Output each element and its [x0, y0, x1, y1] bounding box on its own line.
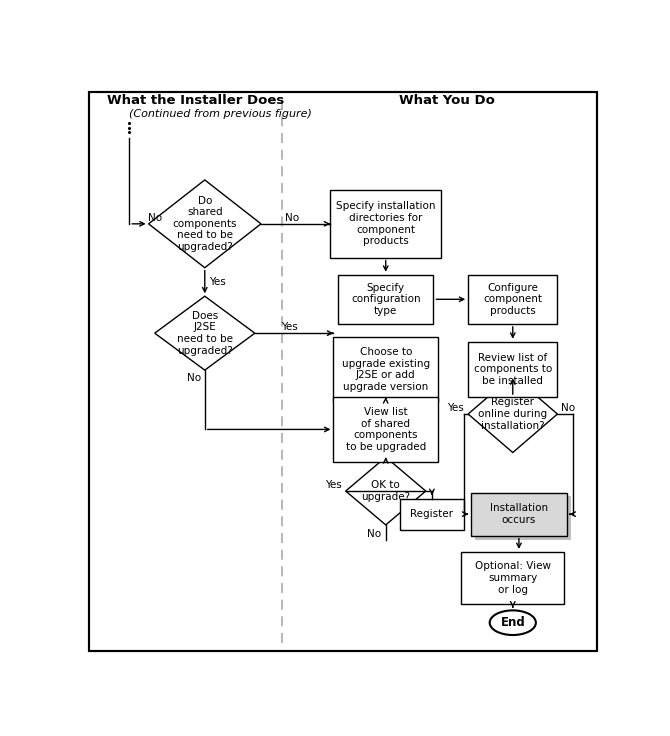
Text: Review list of
components to
be installed: Review list of components to be installe… — [474, 353, 552, 386]
Text: Yes: Yes — [325, 480, 342, 490]
Text: No: No — [187, 373, 201, 383]
Bar — [399, 499, 464, 529]
Text: Installation
occurs: Installation occurs — [490, 503, 548, 525]
Bar — [468, 342, 557, 397]
Bar — [330, 190, 441, 258]
Text: Do
shared
components
need to be
upgraded?: Do shared components need to be upgraded… — [173, 196, 237, 252]
Text: End: End — [500, 616, 525, 629]
Text: Choose to
upgrade existing
J2SE or add
upgrade version: Choose to upgrade existing J2SE or add u… — [342, 347, 429, 392]
Text: Yes: Yes — [209, 277, 226, 287]
Polygon shape — [155, 296, 255, 370]
Bar — [334, 397, 438, 461]
Bar — [475, 496, 571, 539]
Text: No: No — [147, 213, 161, 223]
Text: (Continued from previous figure): (Continued from previous figure) — [129, 109, 312, 118]
Text: Configure
component
products: Configure component products — [483, 283, 542, 316]
Text: No: No — [367, 529, 381, 539]
Text: View list
of shared
components
to be upgraded: View list of shared components to be upg… — [346, 407, 426, 452]
Polygon shape — [346, 457, 425, 525]
Text: Specify
configuration
type: Specify configuration type — [351, 283, 421, 316]
Ellipse shape — [490, 610, 536, 635]
Polygon shape — [149, 180, 261, 268]
Text: What You Do: What You Do — [399, 94, 495, 107]
Bar — [338, 275, 433, 324]
Text: Yes: Yes — [448, 403, 464, 413]
Text: No: No — [561, 403, 576, 413]
Bar — [468, 275, 557, 324]
Bar — [334, 337, 438, 402]
Text: What the Installer Does: What the Installer Does — [107, 94, 284, 107]
Text: Specify installation
directories for
component
products: Specify installation directories for com… — [336, 202, 436, 247]
Text: Yes: Yes — [281, 322, 298, 332]
Text: Does
J2SE
need to be
upgraded?: Does J2SE need to be upgraded? — [177, 311, 232, 355]
Text: Register
online during
installation?: Register online during installation? — [478, 397, 547, 431]
Bar — [471, 492, 567, 536]
Polygon shape — [468, 375, 557, 453]
Text: OK to
upgrade?: OK to upgrade? — [361, 480, 410, 502]
Text: No: No — [285, 213, 299, 223]
Text: Optional: View
summary
or log: Optional: View summary or log — [475, 562, 551, 595]
Bar — [461, 552, 564, 604]
Text: Register: Register — [411, 509, 454, 519]
